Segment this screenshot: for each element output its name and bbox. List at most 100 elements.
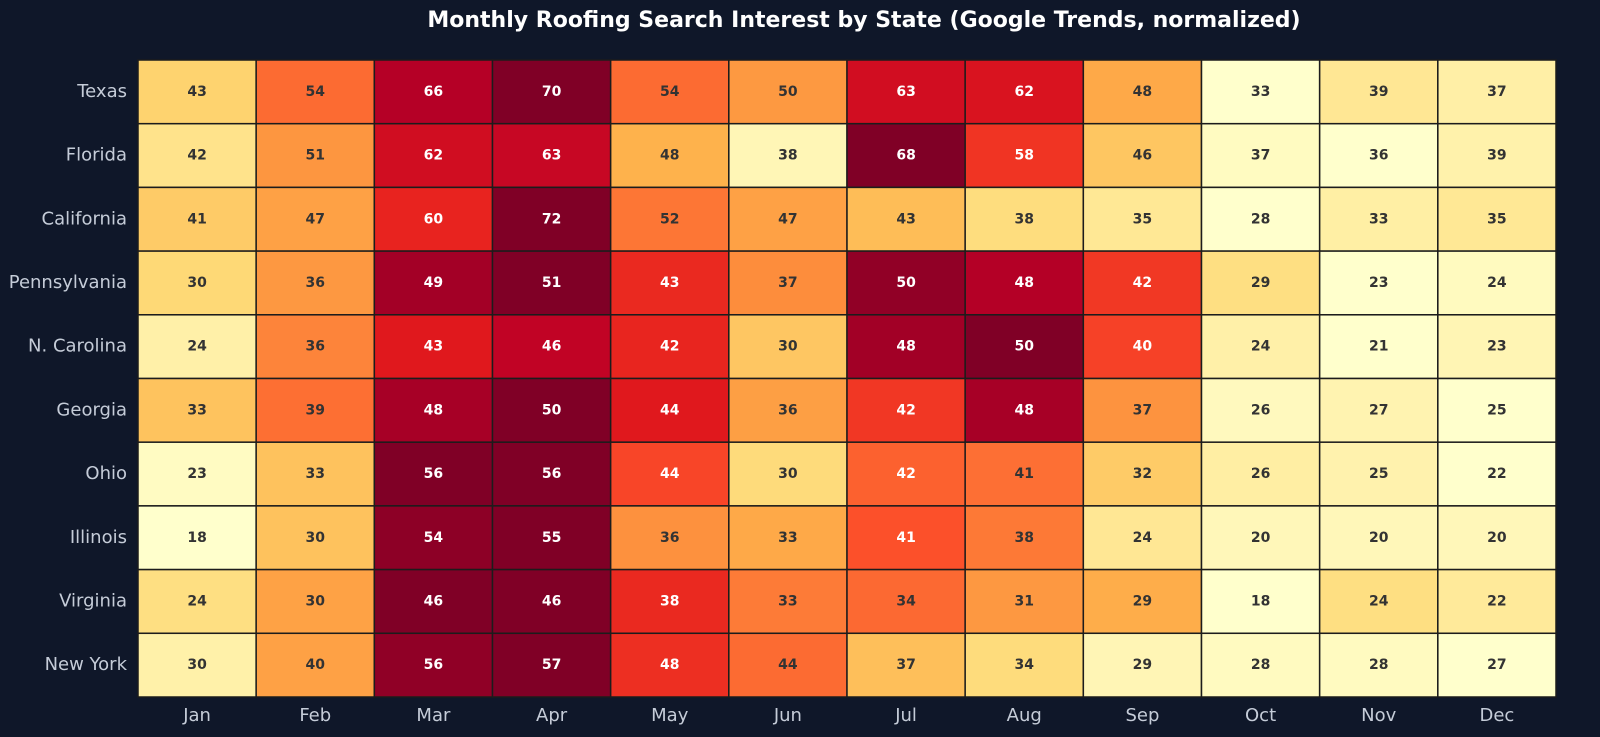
heatmap-cell xyxy=(964,632,1085,698)
heatmap-cell xyxy=(1200,122,1321,189)
heatmap-cell xyxy=(373,377,494,443)
cell-label: 36 xyxy=(1369,148,1388,164)
heatmap-cell xyxy=(1437,632,1557,698)
heatmap-cell xyxy=(1437,250,1557,316)
cell-label: 46 xyxy=(542,339,561,355)
cell-label: 56 xyxy=(424,657,443,673)
cell-label: 55 xyxy=(542,530,561,546)
cell-label: 23 xyxy=(187,466,206,482)
heatmap-cell xyxy=(846,314,966,380)
cell-label: 34 xyxy=(1015,657,1035,673)
heatmap-cell xyxy=(846,505,966,571)
cell-label: 24 xyxy=(1369,593,1389,609)
cell-label: 31 xyxy=(1015,593,1034,609)
cell-label: 20 xyxy=(1251,530,1271,546)
cell-label: 36 xyxy=(306,339,325,355)
heatmap-cell xyxy=(1318,568,1439,635)
cell-label: 46 xyxy=(1133,148,1152,164)
heatmap-cell xyxy=(846,122,966,189)
cell-label: 48 xyxy=(660,148,679,164)
cell-label: 24 xyxy=(1251,339,1271,355)
cell-label: 35 xyxy=(1487,211,1506,227)
chart-title: Monthly Roofing Search Interest by State… xyxy=(427,8,1300,33)
y-tick-label: New York xyxy=(45,654,128,675)
cell-label: 23 xyxy=(1369,275,1388,291)
cell-label: 41 xyxy=(187,211,206,227)
heatmap-cell xyxy=(728,186,848,252)
cell-label: 38 xyxy=(660,593,679,609)
cell-label: 70 xyxy=(542,84,562,100)
cell-label: 23 xyxy=(1487,339,1506,355)
heatmap-cell xyxy=(846,568,966,635)
cell-label: 44 xyxy=(778,657,798,673)
cell-label: 56 xyxy=(424,466,443,482)
cell-label: 51 xyxy=(542,275,561,291)
cell-label: 40 xyxy=(1133,339,1153,355)
cell-label: 47 xyxy=(306,211,325,227)
heatmap-cell xyxy=(255,568,376,635)
cell-label: 50 xyxy=(896,275,916,291)
cell-label: 50 xyxy=(1015,339,1035,355)
heatmap-cell xyxy=(846,186,966,252)
cell-label: 41 xyxy=(1015,466,1034,482)
cell-label: 48 xyxy=(660,657,679,673)
x-tick-label: Jan xyxy=(182,705,211,726)
heatmap-cell xyxy=(491,568,612,635)
y-tick-label: Texas xyxy=(76,81,127,102)
cell-label: 27 xyxy=(1487,657,1506,673)
cell-label: 63 xyxy=(896,84,915,100)
x-tick-label: Mar xyxy=(416,705,451,726)
x-tick-label: Feb xyxy=(299,705,331,726)
heatmap-cell xyxy=(1318,632,1439,698)
heatmap-cell xyxy=(1318,186,1439,252)
heatmap-cell xyxy=(137,186,257,252)
x-tick-label: Jun xyxy=(773,705,802,726)
heatmap-cell xyxy=(1200,441,1321,507)
cell-label: 62 xyxy=(1015,84,1034,100)
heatmap-cell xyxy=(373,505,494,571)
x-tick-label: Oct xyxy=(1245,705,1276,726)
cell-label: 43 xyxy=(896,211,915,227)
cell-label: 52 xyxy=(660,211,679,227)
cell-label: 33 xyxy=(1369,211,1388,227)
heatmap-cell xyxy=(846,441,966,507)
cell-label: 54 xyxy=(424,530,444,546)
cell-label: 28 xyxy=(1251,211,1270,227)
heatmap-cell xyxy=(255,186,376,252)
cell-label: 48 xyxy=(1015,402,1034,418)
y-tick-label: California xyxy=(42,208,127,229)
cell-label: 42 xyxy=(896,466,915,482)
cell-label: 28 xyxy=(1369,657,1388,673)
cell-label: 26 xyxy=(1251,466,1270,482)
heatmap-cell xyxy=(491,122,612,189)
heatmap-cell xyxy=(1437,186,1557,252)
cell-label: 36 xyxy=(660,530,679,546)
cell-label: 30 xyxy=(187,275,207,291)
heatmap-cell xyxy=(964,314,1085,380)
cell-label: 33 xyxy=(187,402,206,418)
heatmap-cell xyxy=(609,505,730,571)
cell-label: 35 xyxy=(1133,211,1152,227)
heatmap-cell xyxy=(137,632,257,698)
x-tick-label: Sep xyxy=(1125,705,1159,726)
heatmap-cell xyxy=(609,377,730,443)
cell-label: 48 xyxy=(1133,84,1152,100)
cell-label: 30 xyxy=(187,657,207,673)
cell-label: 33 xyxy=(778,530,797,546)
cell-label: 42 xyxy=(660,339,679,355)
cell-label: 38 xyxy=(1015,211,1034,227)
heatmap-cell xyxy=(728,441,848,507)
heatmap-cell xyxy=(137,505,257,571)
cell-label: 46 xyxy=(424,593,443,609)
x-tick-label: Jul xyxy=(894,705,917,726)
cell-label: 56 xyxy=(542,466,561,482)
heatmap-cell xyxy=(373,122,494,189)
cell-label: 27 xyxy=(1369,402,1388,418)
cell-label: 37 xyxy=(1133,402,1152,418)
cell-label: 34 xyxy=(896,593,916,609)
heatmap-cell xyxy=(609,186,730,252)
cell-label: 50 xyxy=(542,402,562,418)
heatmap-cell xyxy=(1200,250,1321,316)
cell-label: 50 xyxy=(778,84,798,100)
